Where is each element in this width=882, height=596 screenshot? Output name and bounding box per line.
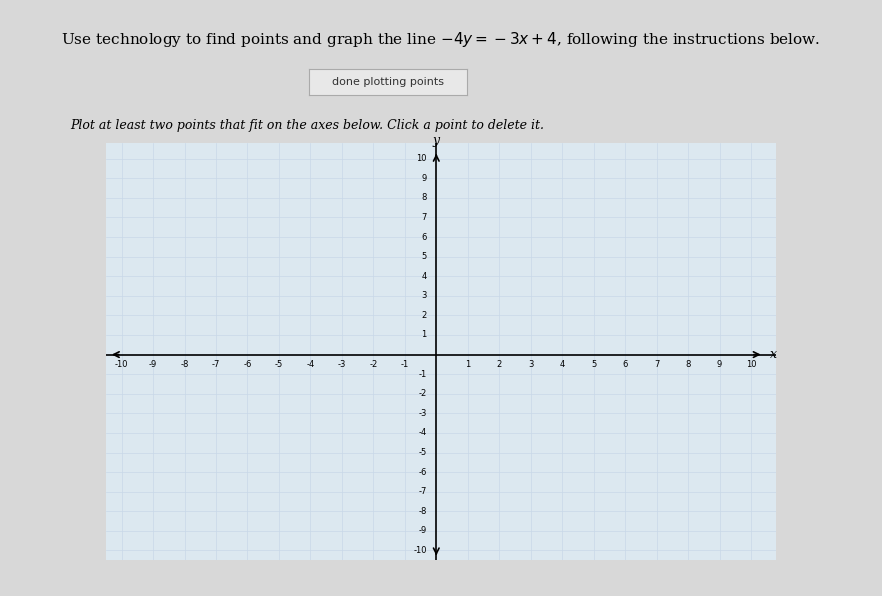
- Text: 1: 1: [422, 331, 427, 340]
- Text: 7: 7: [422, 213, 427, 222]
- Text: 8: 8: [422, 193, 427, 203]
- Text: -1: -1: [419, 370, 427, 378]
- Text: -9: -9: [419, 526, 427, 535]
- Text: Plot at least two points that fit on the axes below. Click a point to delete it.: Plot at least two points that fit on the…: [71, 119, 544, 132]
- Text: -6: -6: [243, 361, 251, 370]
- Text: -4: -4: [419, 429, 427, 437]
- Text: -5: -5: [275, 361, 283, 370]
- Text: -5: -5: [419, 448, 427, 457]
- Text: done plotting points: done plotting points: [333, 77, 444, 87]
- Text: 9: 9: [422, 174, 427, 183]
- Text: -9: -9: [149, 361, 157, 370]
- Text: 1: 1: [465, 361, 470, 370]
- Text: x: x: [770, 348, 777, 361]
- Text: 3: 3: [422, 291, 427, 300]
- Text: 2: 2: [422, 311, 427, 320]
- Text: -4: -4: [306, 361, 315, 370]
- Text: -3: -3: [418, 409, 427, 418]
- Text: -2: -2: [419, 389, 427, 398]
- Text: 5: 5: [422, 252, 427, 261]
- Text: -8: -8: [180, 361, 189, 370]
- Text: 4: 4: [422, 272, 427, 281]
- Text: -6: -6: [418, 468, 427, 477]
- Text: 8: 8: [685, 361, 691, 370]
- Text: 5: 5: [591, 361, 596, 370]
- Text: 2: 2: [497, 361, 502, 370]
- Text: -8: -8: [418, 507, 427, 516]
- Text: 4: 4: [559, 361, 564, 370]
- Text: -3: -3: [338, 361, 346, 370]
- Text: 3: 3: [528, 361, 534, 370]
- Text: 7: 7: [654, 361, 659, 370]
- Text: -10: -10: [414, 546, 427, 555]
- Text: Use technology to find points and graph the line $-4y = -3x + 4$, following the : Use technology to find points and graph …: [62, 30, 820, 49]
- Text: -2: -2: [370, 361, 377, 370]
- Text: 6: 6: [623, 361, 628, 370]
- Text: -7: -7: [212, 361, 220, 370]
- Text: -1: -1: [400, 361, 409, 370]
- Text: -7: -7: [418, 487, 427, 496]
- Text: 10: 10: [416, 154, 427, 163]
- Text: -10: -10: [115, 361, 128, 370]
- Text: 9: 9: [717, 361, 722, 370]
- Text: y: y: [433, 134, 440, 147]
- Text: 10: 10: [746, 361, 756, 370]
- Text: 6: 6: [422, 232, 427, 241]
